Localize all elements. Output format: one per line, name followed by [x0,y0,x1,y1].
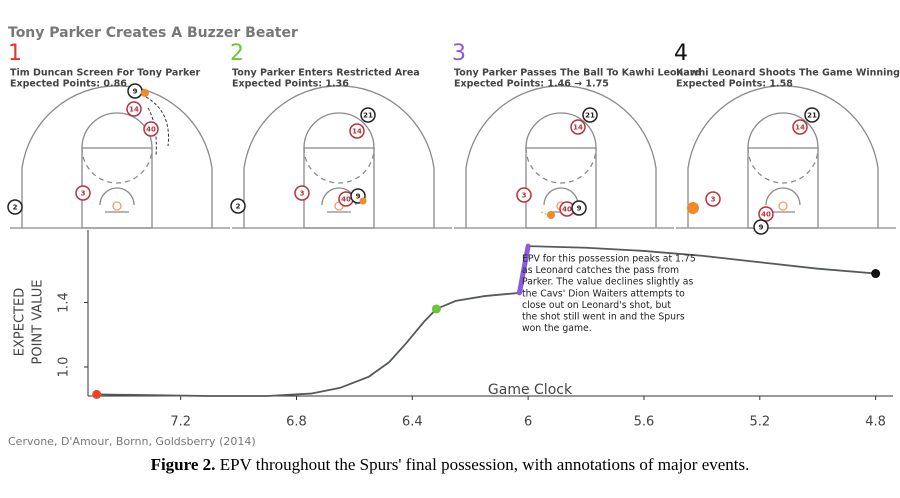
player [75,185,91,201]
player-number: 9 [133,88,138,96]
player-number: 14 [795,124,805,132]
player-number: 2 [13,204,18,212]
player [571,200,587,216]
player [582,107,598,123]
player-number: 14 [352,128,362,136]
x-tick-label: 6.4 [402,415,423,430]
panel-number: 1 [8,41,22,66]
annotation: Parker. The value declines slightly as [522,277,693,288]
epv-line [96,245,876,397]
panel-expected: Expected Points: 1.46 → 1.75 [454,79,609,90]
player [126,101,142,117]
player-number: 9 [356,193,361,201]
player [792,119,808,135]
panel-caption: Kawhi Leonard Shoots The Game Winning Sh… [676,68,900,79]
player [230,198,246,214]
y-axis-label: EXPECTED [13,288,28,356]
caption-label: Figure 2. [151,455,216,474]
event-marker [871,269,881,279]
movement-arrow [145,96,170,147]
player-number: 3 [81,190,86,198]
player-number: 9 [577,205,582,213]
panel-number: 3 [452,41,466,66]
player-number: 3 [711,196,716,204]
panel-number: 2 [230,41,244,66]
annotation: the Cavs' Dion Waiters attempts to [522,288,685,299]
title: Tony Parker Creates A Buzzer Beater [8,25,298,41]
panel-number: 4 [674,41,688,66]
player-number: 21 [363,112,373,120]
player [349,123,365,139]
caption-text: EPV throughout the Spurs' final possessi… [220,455,750,474]
panel-expected: Expected Points: 0.86 [10,79,127,90]
player [758,206,774,222]
player-number: 14 [129,106,139,114]
annotation: as Leonard catches the pass from [522,265,679,276]
figure-caption: Figure 2. EPV throughout the Spurs' fina… [151,455,750,474]
panel-caption: Tony Parker Passes The Ball To Kawhi Leo… [454,68,701,79]
x-tick-label: 5.2 [749,415,770,430]
player [516,187,532,203]
player-number: 40 [761,211,771,219]
player [294,185,310,201]
court [675,85,897,229]
x-tick-label: 6.8 [286,415,307,430]
annotation: EPV for this possession peaks at 1.75 [522,254,696,265]
ball [687,202,699,214]
y-axis-label: POINT VALUE [31,280,46,365]
epv-line [516,243,531,296]
annotation: close out on Leonard's shot, but [522,300,671,311]
x-axis-label: Game Clock [488,382,573,398]
player [360,107,376,123]
player [705,191,721,207]
player [7,199,23,215]
player-number: 21 [585,112,595,120]
x-tick-label: 6 [524,415,532,430]
court [231,85,453,229]
player [753,219,769,235]
y-tick-label: 1.4 [57,292,72,313]
annotation: the shot still went in and the Spurs [522,312,685,323]
player-number: 21 [807,112,817,120]
player-number: 3 [300,190,305,198]
panel-caption: Tim Duncan Screen For Tony Parker [10,68,201,79]
event-marker [431,304,441,314]
player-number: 3 [522,192,527,200]
pass-line [540,211,549,216]
court [9,85,231,229]
panel-expected: Expected Points: 1.36 [232,79,349,90]
x-tick-label: 7.2 [170,415,191,430]
player [143,121,159,137]
x-tick-label: 5.6 [634,415,655,430]
ball [359,197,367,205]
player-number: 40 [146,126,156,134]
player-number: 40 [562,206,572,214]
player-number: 40 [341,196,351,204]
player [570,119,586,135]
player-number: 9 [759,224,764,232]
ball [547,211,555,219]
x-tick-label: 4.8 [865,415,886,430]
event-marker [92,389,102,399]
player [804,107,820,123]
player-number: 14 [573,124,583,132]
annotation: won the game. [522,323,592,334]
ball [141,89,149,97]
player-number: 2 [236,203,241,211]
y-tick-label: 1.0 [57,357,72,378]
panel-caption: Tony Parker Enters Restricted Area [232,68,420,79]
panel-expected: Expected Points: 1.58 [676,79,793,90]
citation: Cervone, D'Amour, Bornn, Goldsberry (201… [8,435,256,448]
